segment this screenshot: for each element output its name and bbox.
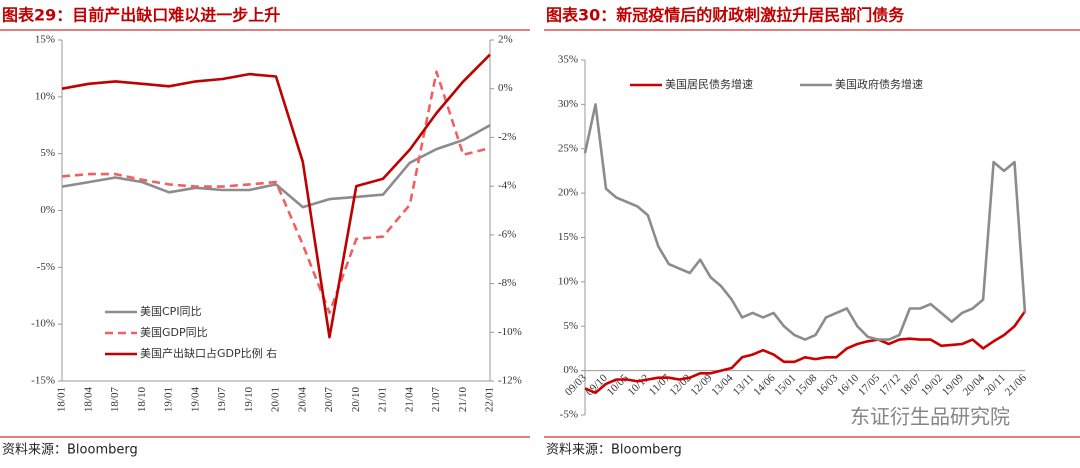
x-tick-label: 12/02 <box>667 372 693 398</box>
x-tick-label: 20/01 <box>270 387 282 412</box>
chart-title: 图表30：新冠疫情后的财政刺激拉升居民部门债务 <box>546 6 905 25</box>
y-tick-label: 20% <box>558 187 578 199</box>
y2-tick-label: -10% <box>498 326 522 338</box>
y-tick-label: 25% <box>558 142 578 154</box>
x-tick-label: 14/06 <box>751 372 778 399</box>
x-tick-label: 21/07 <box>430 387 442 413</box>
x-tick-label: 19/04 <box>189 387 201 413</box>
source: 资料来源：Bloomberg <box>546 443 682 458</box>
y-tick-label: 5% <box>40 147 55 159</box>
legend-label: 美国GDP同比 <box>140 326 208 339</box>
legend-label: 美国CPI同比 <box>140 305 202 318</box>
x-tick-label: 21/01 <box>377 387 389 412</box>
y2-tick-label: -6% <box>498 228 516 240</box>
x-tick-label: 20/04 <box>296 387 308 413</box>
y-tick-label: -5% <box>560 409 578 421</box>
x-tick-label: 18/07 <box>109 387 121 413</box>
y-tick-label: 15% <box>558 231 578 243</box>
x-tick-label: 20/07 <box>323 387 335 413</box>
x-tick-label: 19/07 <box>216 387 228 413</box>
x-tick-label: 22/01 <box>484 387 496 412</box>
x-tick-label: 19/02 <box>919 372 945 398</box>
series-line <box>61 70 491 315</box>
legend-label: 美国产出缺口占GDP比例 右 <box>140 346 277 360</box>
y2-tick-label: 2% <box>498 34 513 46</box>
legend-label: 美国居民债务增速 <box>665 77 753 91</box>
y-tick-label: 10% <box>35 90 55 102</box>
legend-label: 美国政府债务增速 <box>835 77 923 91</box>
x-tick-label: 21/04 <box>403 387 415 413</box>
x-tick-label: 13/11 <box>731 372 757 398</box>
x-tick-label: 10/12 <box>626 372 652 398</box>
x-tick-label: 20/10 <box>350 387 362 413</box>
x-tick-label: 18/07 <box>898 372 925 399</box>
x-tick-label: 18/10 <box>136 387 148 413</box>
y2-tick-label: 0% <box>498 82 513 94</box>
series-line <box>61 124 491 209</box>
y2-tick-label: -12% <box>498 375 522 387</box>
series-line <box>61 53 491 339</box>
y2-tick-label: -4% <box>498 180 516 192</box>
x-tick-label: 13/04 <box>709 372 736 399</box>
x-tick-label: 15/08 <box>793 372 820 399</box>
y-tick-label: 35% <box>558 54 578 66</box>
y-tick-label: 5% <box>563 320 578 332</box>
y-tick-label: -15% <box>31 375 55 387</box>
y-tick-label: -10% <box>31 318 55 330</box>
x-tick-label: 15/01 <box>772 372 798 398</box>
y-tick-label: 0% <box>40 204 55 216</box>
x-tick-label: 18/01 <box>56 387 68 412</box>
series-line <box>584 310 1027 395</box>
y-tick-label: 0% <box>563 364 578 376</box>
x-tick-label: 11/07 <box>647 372 673 398</box>
x-tick-label: 19/01 <box>163 387 175 412</box>
y-tick-label: -5% <box>37 261 55 273</box>
x-tick-label: 19/09 <box>940 372 967 399</box>
watermark: 东证衍生品研究院 <box>850 405 1010 429</box>
x-tick-label: 21/06 <box>1003 372 1030 399</box>
x-tick-label: 21/10 <box>457 387 469 413</box>
x-tick-label: 20/11 <box>982 372 1008 398</box>
x-tick-label: 18/04 <box>82 387 94 413</box>
y-tick-label: 15% <box>35 34 55 46</box>
x-tick-label: 17/05 <box>856 372 883 399</box>
x-tick-label: 16/03 <box>814 372 841 399</box>
y2-tick-label: -8% <box>498 277 516 289</box>
y-tick-label: 30% <box>558 98 578 110</box>
y2-tick-label: -2% <box>498 131 516 143</box>
series-line <box>583 103 1027 341</box>
source: 资料来源：Bloomberg <box>2 443 138 458</box>
x-tick-label: 17/12 <box>877 372 903 398</box>
x-tick-label: 10/05 <box>605 372 632 399</box>
y-tick-label: 10% <box>558 275 578 287</box>
x-tick-label: 19/10 <box>243 387 255 413</box>
chart-title: 图表29：目前产出缺口难以进一步上升 <box>2 6 280 25</box>
x-tick-label: 16/10 <box>835 372 862 399</box>
x-tick-label: 20/04 <box>961 372 988 399</box>
